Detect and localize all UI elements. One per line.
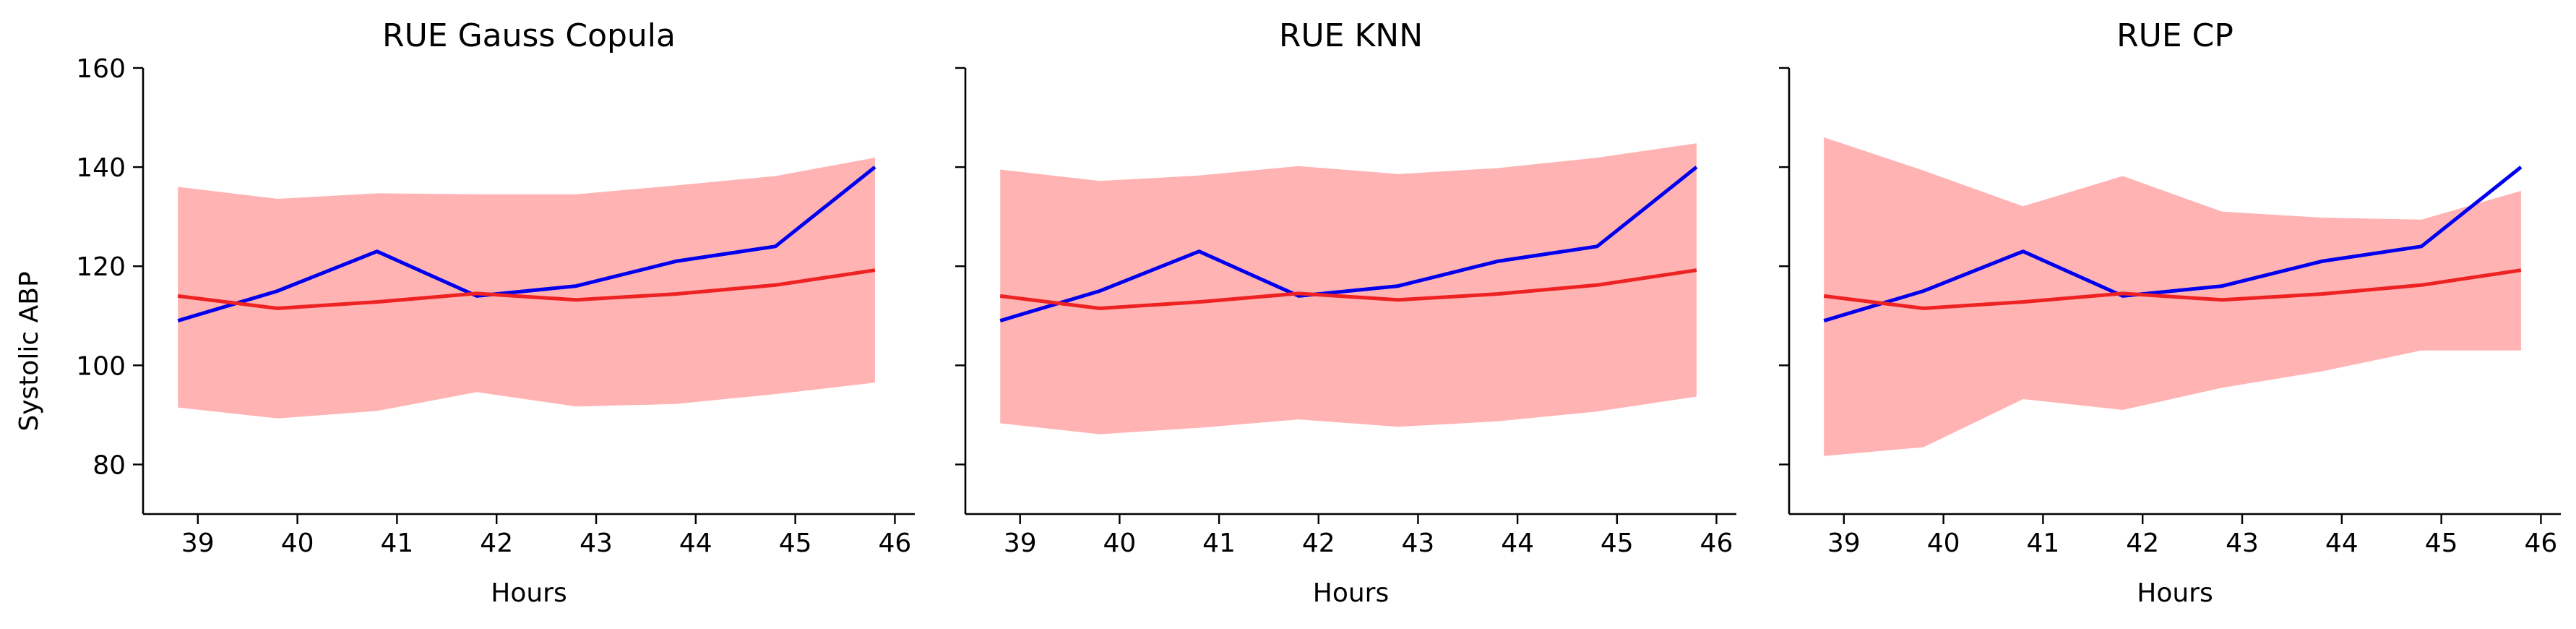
panel-title: RUE CP — [2116, 17, 2233, 54]
x-tick-label: 42 — [2126, 529, 2159, 558]
x-tick-label: 40 — [281, 529, 314, 558]
x-tick-label: 46 — [1700, 529, 1733, 558]
x-tick-label: 45 — [779, 529, 812, 558]
panel-rue-knn: 39 40 41 42 43 44 45 46 RUE KNN Hours — [955, 17, 1736, 608]
x-tick-label: 46 — [2525, 529, 2558, 558]
y-axis-label: Systolic ABP — [14, 271, 44, 431]
y-tick-label: 120 — [76, 252, 126, 282]
y-tick-label: 100 — [76, 351, 126, 381]
panel-title: RUE KNN — [1279, 17, 1423, 54]
x-tick-label: 44 — [1501, 529, 1534, 558]
x-axis-label: Hours — [2137, 578, 2213, 608]
y-tick-label: 80 — [92, 450, 126, 480]
x-tick-label: 44 — [679, 529, 712, 558]
x-tick-label: 40 — [1103, 529, 1136, 558]
panel-title: RUE Gauss Copula — [382, 17, 676, 54]
x-tick-label: 40 — [1927, 529, 1960, 558]
x-tick-label: 45 — [2425, 529, 2458, 558]
x-tick-label: 39 — [1004, 529, 1037, 558]
panel-rue-gauss-copula: 39 40 41 42 43 44 45 46 80 100 120 140 160 RUE Gauss … — [76, 17, 915, 608]
x-tick-label: 43 — [580, 529, 613, 558]
x-tick-label: 39 — [1827, 529, 1861, 558]
x-tick-label: 43 — [2226, 529, 2259, 558]
x-tick-label: 41 — [2027, 529, 2060, 558]
x-tick-label: 41 — [381, 529, 414, 558]
x-tick-label: 46 — [879, 529, 912, 558]
x-tick-label: 44 — [2325, 529, 2359, 558]
x-tick-label: 43 — [1402, 529, 1435, 558]
x-tick-label: 42 — [1302, 529, 1335, 558]
x-tick-label: 42 — [480, 529, 513, 558]
panel-rue-cp: 39 40 41 42 43 44 45 46 RUE CP Hours — [1779, 17, 2561, 608]
y-tick-label: 160 — [76, 54, 126, 84]
x-tick-label: 45 — [1601, 529, 1634, 558]
x-tick-label: 41 — [1202, 529, 1236, 558]
x-axis-label: Hours — [491, 578, 567, 608]
y-tick-label: 140 — [76, 153, 126, 183]
x-axis-label: Hours — [1313, 578, 1389, 608]
x-tick-label: 39 — [181, 529, 215, 558]
